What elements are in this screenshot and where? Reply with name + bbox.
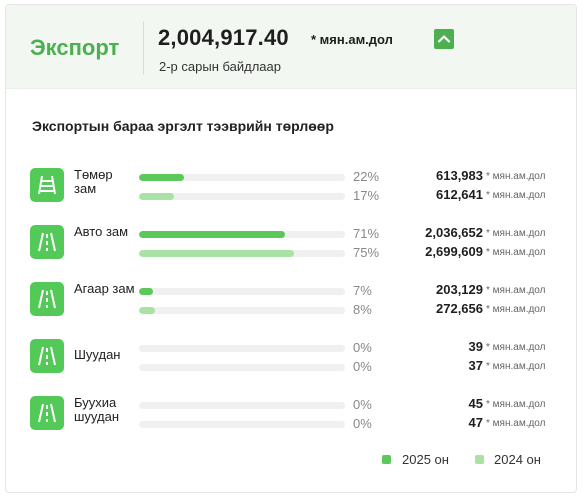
bar-fill-2024 — [139, 193, 175, 200]
unit-2025: * мян.ам.дол — [486, 171, 546, 182]
percent-2024: 0% — [353, 359, 372, 374]
unit-2024: * мян.ам.дол — [486, 190, 546, 201]
legend-2025-label: 2025 он — [402, 452, 449, 467]
road-icon — [30, 282, 64, 316]
bar-track-2025 — [139, 231, 345, 238]
percent-2025: 22% — [353, 169, 380, 184]
unit-2025: * мян.ам.дол — [486, 342, 546, 353]
transport-label: Шуудан — [74, 347, 121, 362]
transport-row: Буухиа шуудан 0% 45 * мян.ам.дол 0% 47 * мян.а… — [6, 391, 576, 437]
total-export-value: 2,004,917.40 — [158, 25, 289, 50]
bar-track-2024 — [139, 364, 345, 371]
bar-fill-2025 — [139, 231, 286, 238]
percent-2024: 8% — [353, 302, 372, 317]
value-2024: 37 — [468, 358, 483, 373]
unit-2025: * мян.ам.дол — [486, 399, 546, 410]
value-2024: 272,656 — [436, 301, 483, 316]
bar-track-2025 — [139, 402, 345, 409]
road-icon — [30, 396, 64, 430]
legend-2025-swatch — [382, 455, 391, 464]
value-2024: 612,641 — [436, 187, 483, 202]
percent-2024: 17% — [353, 188, 380, 203]
trend-up-icon — [434, 29, 454, 49]
value-2025: 2,036,652 — [425, 225, 483, 240]
legend-2024-label: 2024 он — [494, 452, 541, 467]
percent-2025: 7% — [353, 283, 372, 298]
value-2025: 39 — [468, 339, 483, 354]
railway-icon — [30, 168, 64, 202]
percent-2024: 0% — [353, 416, 372, 431]
section-title: Экспортын бараа эргэлт тээврийн төрлөөр — [32, 118, 334, 134]
unit-2024: * мян.ам.дол — [486, 361, 546, 372]
bar-fill-2025 — [139, 288, 154, 295]
unit-2024: * мян.ам.дол — [486, 304, 546, 315]
export-card: Экспорт 2,004,917.40 * мян.ам.дол 2-р са… — [5, 4, 577, 493]
transport-label: Буухиа шуудан — [74, 395, 119, 424]
bar-track-2024 — [139, 250, 345, 257]
header-divider — [143, 21, 144, 75]
unit-2024: * мян.ам.дол — [486, 247, 546, 258]
transport-row: Авто зам 71% 2,036,652 * мян.ам.дол 75% 2,699… — [6, 220, 576, 266]
bar-track-2025 — [139, 174, 345, 181]
bar-track-2024 — [139, 193, 345, 200]
bar-track-2025 — [139, 288, 345, 295]
value-2025: 203,129 — [436, 282, 483, 297]
value-2025: 613,983 — [436, 168, 483, 183]
percent-2025: 71% — [353, 226, 380, 241]
transport-row: Шуудан 0% 39 * мян.ам.дол 0% 37 * мян.ам.дол — [6, 334, 576, 380]
unit-2024: * мян.ам.дол — [486, 418, 546, 429]
header-subtitle: 2-р сарын байдлаар — [159, 59, 281, 74]
road-icon — [30, 339, 64, 373]
road-icon — [30, 225, 64, 259]
total-export-unit: * мян.ам.дол — [311, 32, 393, 47]
export-header: Экспорт 2,004,917.40 * мян.ам.дол 2-р са… — [6, 5, 576, 89]
transport-row: Төмөр зам 22% 613,983 * мян.ам.дол 17% 612,64… — [6, 163, 576, 209]
header-title: Экспорт — [30, 35, 120, 60]
bar-fill-2024 — [139, 250, 294, 257]
bar-track-2024 — [139, 307, 345, 314]
unit-2025: * мян.ам.дол — [486, 228, 546, 239]
transport-label: Авто зам — [74, 224, 129, 239]
legend-2024-swatch — [475, 455, 484, 464]
value-2024: 47 — [468, 415, 483, 430]
bar-fill-2025 — [139, 174, 185, 181]
unit-2025: * мян.ам.дол — [486, 285, 546, 296]
value-2025: 45 — [468, 396, 483, 411]
percent-2024: 75% — [353, 245, 380, 260]
bar-track-2025 — [139, 345, 345, 352]
bar-track-2024 — [139, 421, 345, 428]
value-2024: 2,699,609 — [425, 244, 483, 259]
transport-label: Агаар зам — [74, 281, 135, 296]
transport-label: Төмөр зам — [74, 167, 113, 196]
transport-row: Агаар зам 7% 203,129 * мян.ам.дол 8% 272,656 *… — [6, 277, 576, 323]
bar-fill-2024 — [139, 307, 156, 314]
percent-2025: 0% — [353, 397, 372, 412]
percent-2025: 0% — [353, 340, 372, 355]
